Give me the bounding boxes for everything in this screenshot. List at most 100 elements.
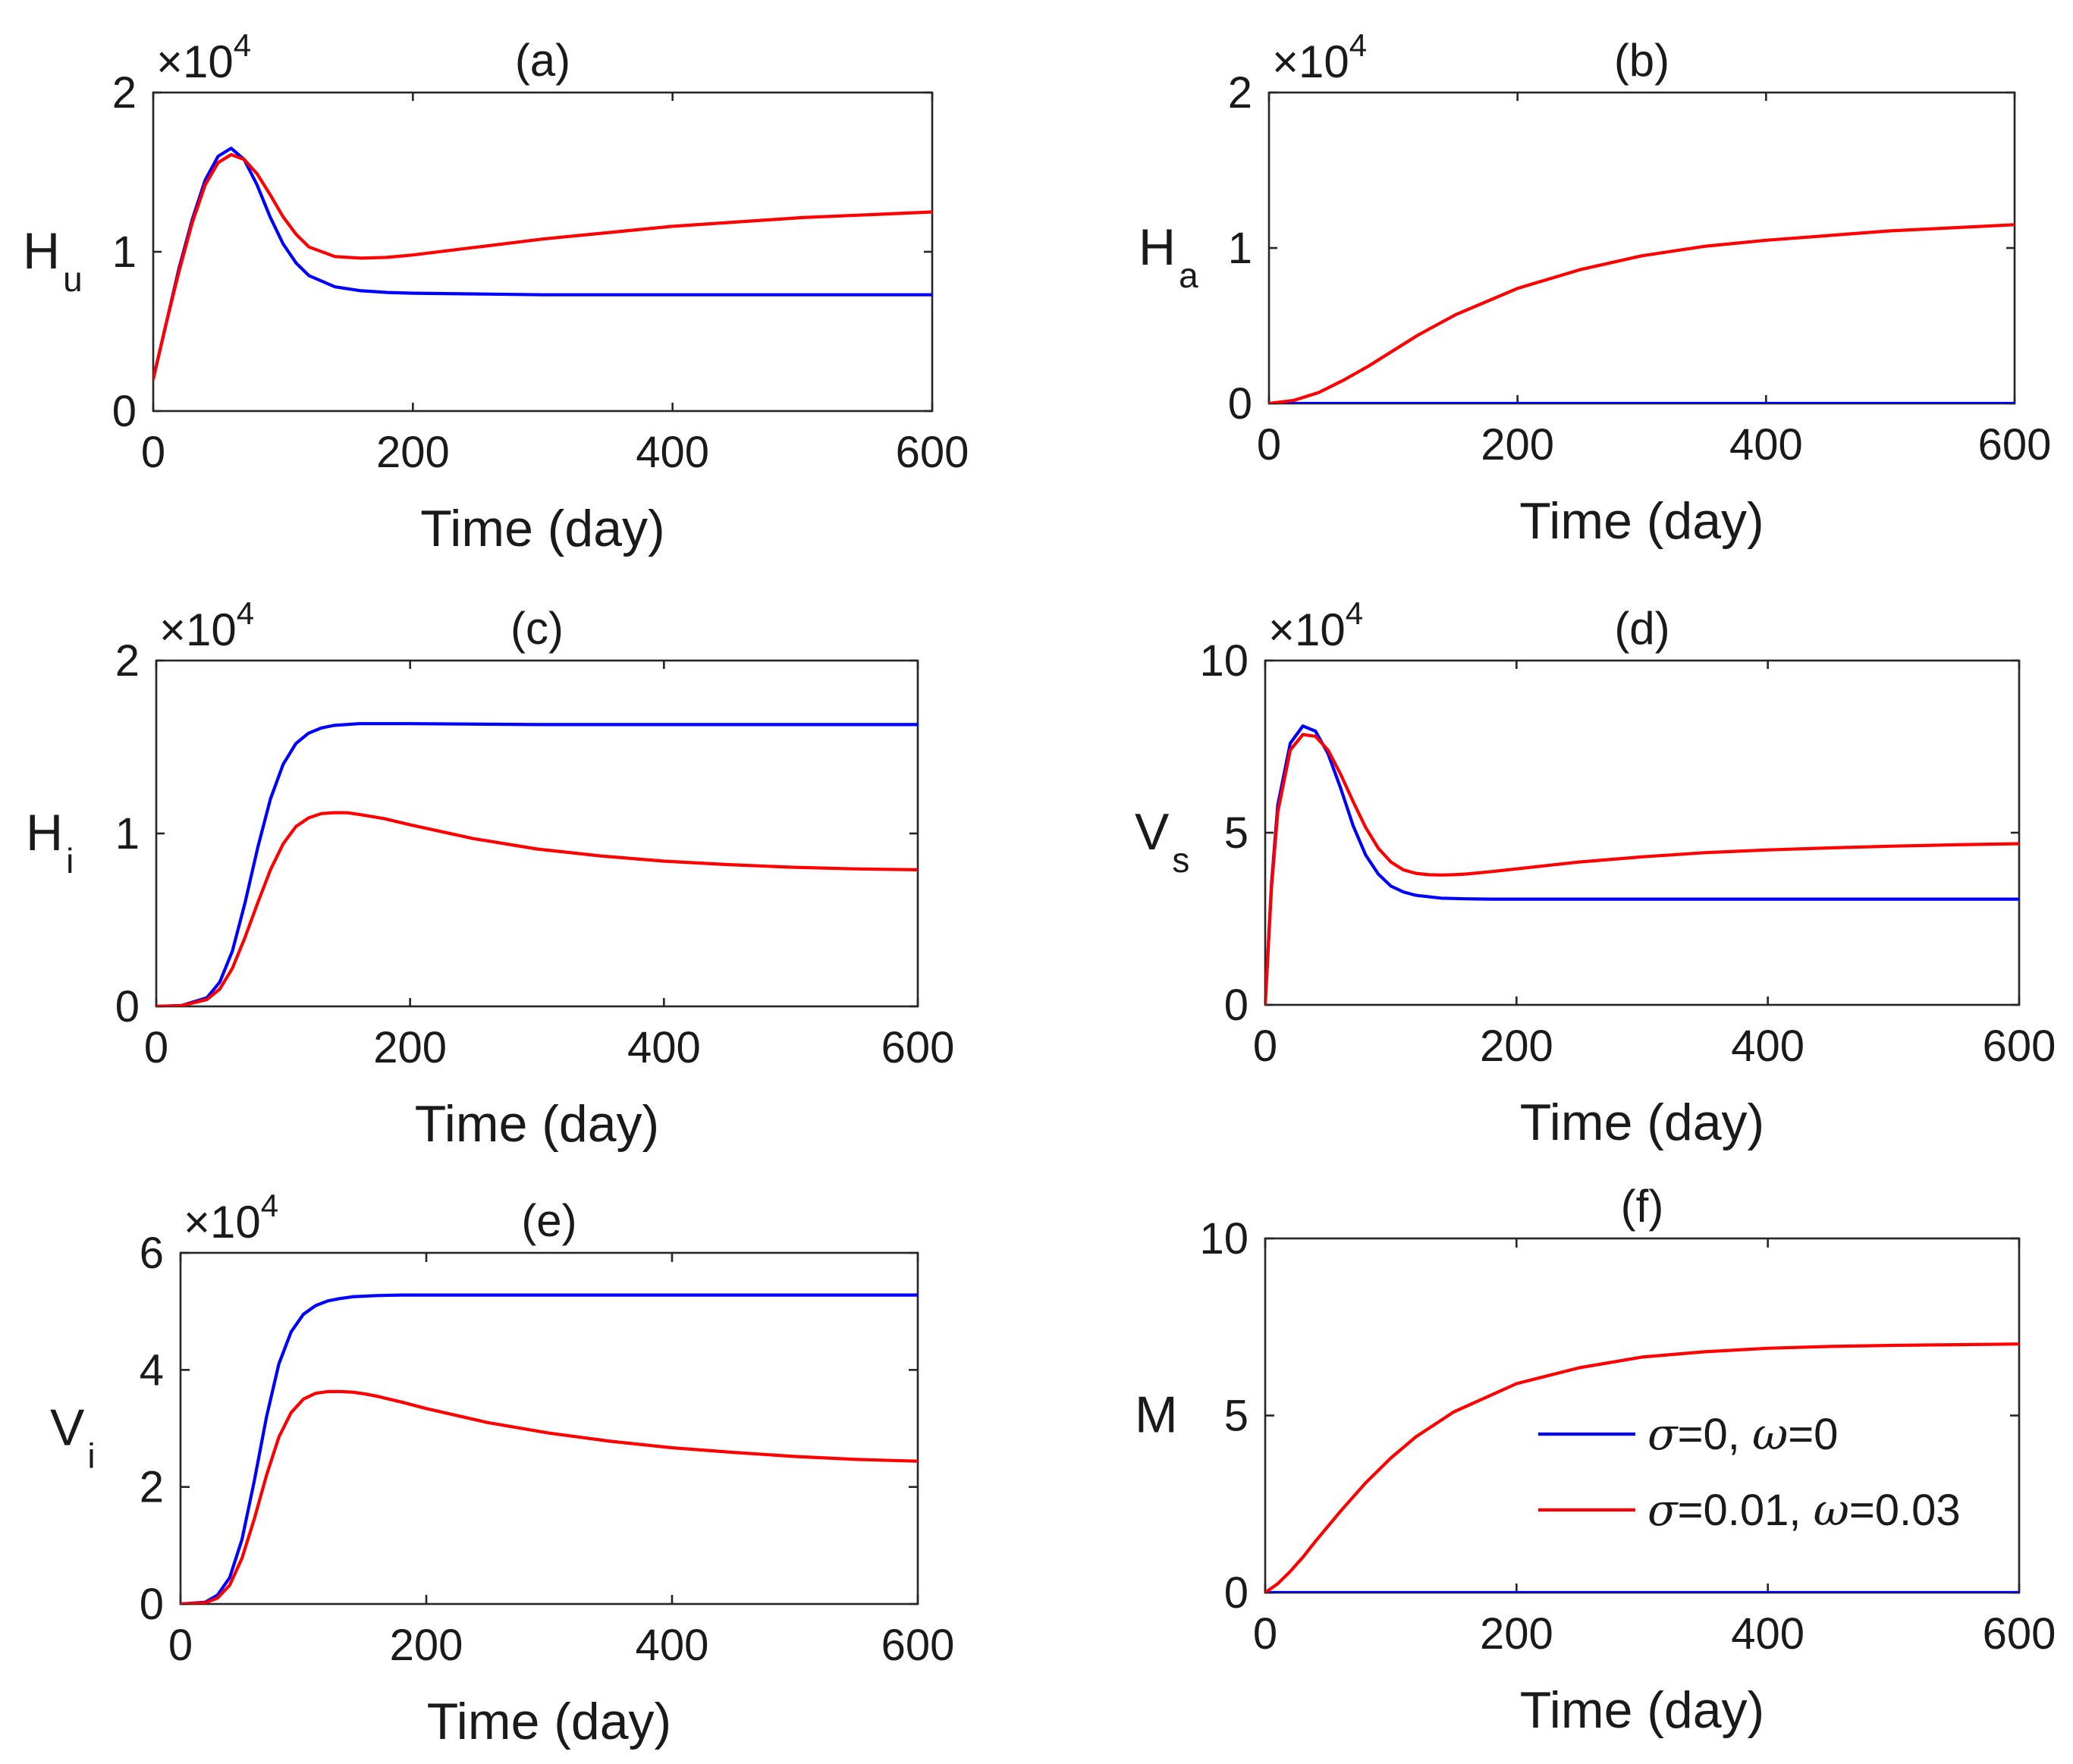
x-tick-label: 400 [1729, 420, 1803, 469]
series-line-red [153, 152, 932, 381]
x-tick-label: 600 [1983, 1022, 2056, 1071]
y-axis-label-sub: u [63, 259, 83, 299]
panel-title: (e) [521, 1195, 576, 1246]
y-exponent-power: 4 [234, 27, 251, 63]
legend-symbol-sigma: σ [1647, 1484, 1679, 1536]
y-tick-label: 2 [1228, 68, 1252, 118]
y-exponent-label: ×104 [159, 595, 254, 655]
y-exponent-power: 4 [237, 595, 254, 631]
chart-panel-b: 0 200 400 600 0 1 2 (b) ×104 Ha Time (day) [1139, 27, 2051, 550]
y-axis-label: Vs [1135, 803, 1189, 880]
plot-frame [152, 91, 934, 413]
series-line-red [181, 1389, 918, 1604]
y-axis-label-main: H [1139, 218, 1176, 276]
y-exponent-power: 4 [1346, 595, 1363, 631]
y-tick-label: 1 [1228, 224, 1252, 273]
y-tick-label: 2 [112, 68, 137, 118]
plot-frame [1264, 1237, 2021, 1594]
y-axis-label: Hu [23, 222, 83, 299]
y-tick-label: 1 [115, 809, 140, 858]
x-tick-label: 400 [1731, 1022, 1804, 1071]
y-tick-label: 4 [140, 1345, 164, 1395]
y-axis-label: Ha [1139, 218, 1198, 295]
legend-symbol-omega: ω [1752, 1408, 1788, 1460]
y-axis-label-sub: s [1172, 840, 1189, 880]
y-tick-label: 0 [112, 387, 137, 436]
series-line-red [1265, 733, 2019, 1005]
panel-title: (b) [1614, 35, 1669, 86]
y-tick-label: 10 [1199, 636, 1249, 686]
legend-entry-label: σ=0.01, ω=0.03 [1647, 1484, 1961, 1536]
x-axis-label: Time (day) [1520, 1094, 1764, 1151]
plot-frame [179, 1251, 919, 1605]
series-line-red [1269, 223, 2015, 403]
x-tick-label: 400 [636, 428, 709, 477]
legend: σ=0, ω=0σ=0.01, ω=0.03 [1538, 1408, 1961, 1536]
legend-value-sigma: =0, [1678, 1410, 1752, 1459]
x-tick-label: 600 [881, 1023, 955, 1072]
legend-value-sigma: =0.01, [1678, 1486, 1814, 1535]
x-tick-label: 0 [141, 428, 165, 477]
x-tick-label: 200 [1480, 1022, 1553, 1071]
x-tick-label: 200 [1480, 1609, 1553, 1659]
y-tick-label: 5 [1224, 808, 1249, 858]
y-exponent-label: ×104 [1268, 595, 1363, 655]
y-axis-label-sub: a [1179, 256, 1198, 295]
series-line-red [156, 811, 918, 1006]
x-tick-label: 400 [636, 1621, 709, 1670]
panel-title: (d) [1614, 603, 1669, 654]
chart-panel-d: 0 200 400 600 0 5 10 (d) ×104 Vs Time (day) [1135, 595, 2056, 1151]
y-tick-label: 5 [1224, 1392, 1249, 1441]
x-tick-label: 600 [1978, 420, 2052, 469]
y-tick-label: 0 [1224, 981, 1249, 1030]
y-exponent-power: 4 [1349, 27, 1367, 63]
y-axis-label-sub: i [66, 841, 74, 880]
x-tick-label: 0 [168, 1621, 193, 1670]
panel-title: (c) [510, 603, 564, 654]
y-exponent-power: 4 [261, 1188, 278, 1223]
plot-frame [155, 659, 919, 1008]
x-axis-label: Time (day) [1520, 1681, 1764, 1739]
panel-title: (a) [515, 35, 570, 86]
y-tick-label: 0 [1224, 1568, 1249, 1618]
legend-value-omega: =0.03 [1849, 1486, 1961, 1535]
y-axis-label-main: V [50, 1399, 85, 1457]
legend-symbol-sigma: σ [1647, 1408, 1679, 1460]
series-line-blue [181, 1293, 918, 1604]
x-tick-label: 200 [1481, 420, 1554, 469]
legend-value-omega: =0 [1788, 1410, 1838, 1459]
chart-panel-a: 0 200 400 600 0 1 2 (a) ×104 Hu Time (day) [23, 27, 969, 557]
x-tick-label: 0 [1257, 420, 1281, 469]
panel-title: (f) [1621, 1181, 1664, 1232]
x-tick-label: 200 [373, 1023, 447, 1072]
y-axis-label-sub: i [87, 1436, 95, 1476]
series-line-blue [156, 722, 918, 1006]
plot-frame [1264, 659, 2021, 1006]
x-tick-label: 0 [1253, 1022, 1277, 1071]
x-tick-label: 0 [1253, 1609, 1277, 1659]
y-tick-label: 0 [140, 1580, 164, 1629]
y-axis-label-main: H [23, 222, 60, 280]
y-exponent-label: ×104 [156, 27, 251, 87]
series-line-blue [1265, 724, 2019, 1005]
y-tick-label: 2 [115, 636, 140, 686]
x-tick-label: 600 [896, 428, 969, 477]
x-axis-label: Time (day) [427, 1693, 671, 1750]
x-tick-label: 600 [1983, 1609, 2056, 1659]
y-tick-label: 1 [112, 228, 137, 277]
x-tick-label: 600 [881, 1621, 955, 1670]
x-axis-label: Time (day) [415, 1095, 659, 1153]
y-exponent-base: ×10 [184, 1197, 261, 1248]
y-tick-label: 0 [1228, 379, 1252, 428]
y-tick-label: 10 [1199, 1214, 1249, 1263]
series-line-red [1265, 1342, 2019, 1593]
y-exponent-base: ×10 [156, 36, 234, 87]
y-tick-label: 0 [115, 982, 140, 1031]
chart-panel-c: 0 200 400 600 0 1 2 (c) ×104 Hi Time (day) [26, 595, 954, 1153]
y-tick-label: 2 [140, 1463, 164, 1512]
y-axis-label-main: M [1135, 1386, 1178, 1444]
x-tick-label: 200 [376, 428, 450, 477]
